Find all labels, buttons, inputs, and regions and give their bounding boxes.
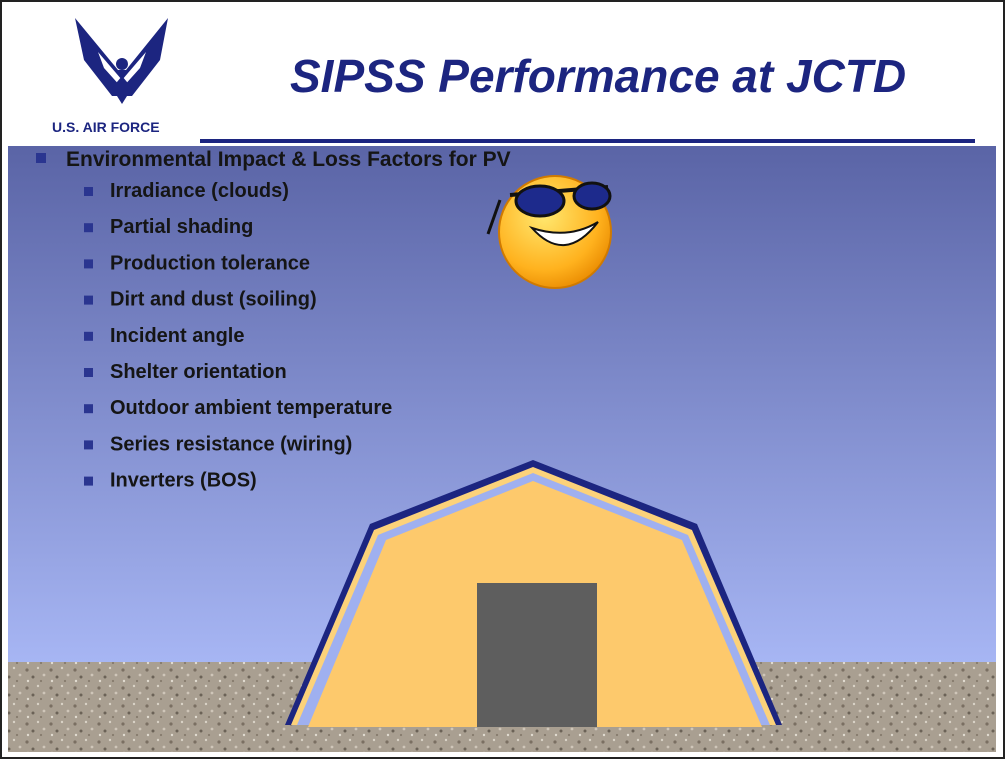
bullet — [84, 404, 93, 413]
bullet — [84, 440, 93, 449]
bullet — [84, 259, 93, 268]
list-item: Shelter orientation — [110, 361, 287, 383]
logo-text: U.S. AIR FORCE — [52, 119, 160, 135]
list-item: Production tolerance — [110, 252, 310, 274]
list-item: Dirt and dust (soiling) — [110, 289, 317, 311]
bullet — [84, 368, 93, 377]
list-item: Incident angle — [110, 325, 244, 347]
bullet — [36, 153, 46, 163]
slide: U.S. AIR FORCE SIPSS Performance at JCTD… — [0, 0, 1005, 759]
list-item: Irradiance (clouds) — [110, 180, 289, 202]
bullet — [84, 332, 93, 341]
page: U.S. AIR FORCE SIPSS Performance at JCTD… — [0, 0, 1005, 759]
list-item: Inverters (BOS) — [110, 470, 257, 492]
list-item: Series resistance (wiring) — [110, 433, 352, 455]
bullet — [84, 296, 93, 305]
list-item: Outdoor ambient temperature — [110, 397, 392, 419]
bullet — [84, 187, 93, 196]
bullet — [84, 223, 93, 232]
bullet — [84, 477, 93, 486]
list-item: Partial shading — [110, 216, 253, 238]
slide-title: SIPSS Performance at JCTD — [290, 50, 906, 102]
list-heading: Environmental Impact & Loss Factors for … — [66, 148, 511, 171]
title-rule — [200, 139, 975, 143]
